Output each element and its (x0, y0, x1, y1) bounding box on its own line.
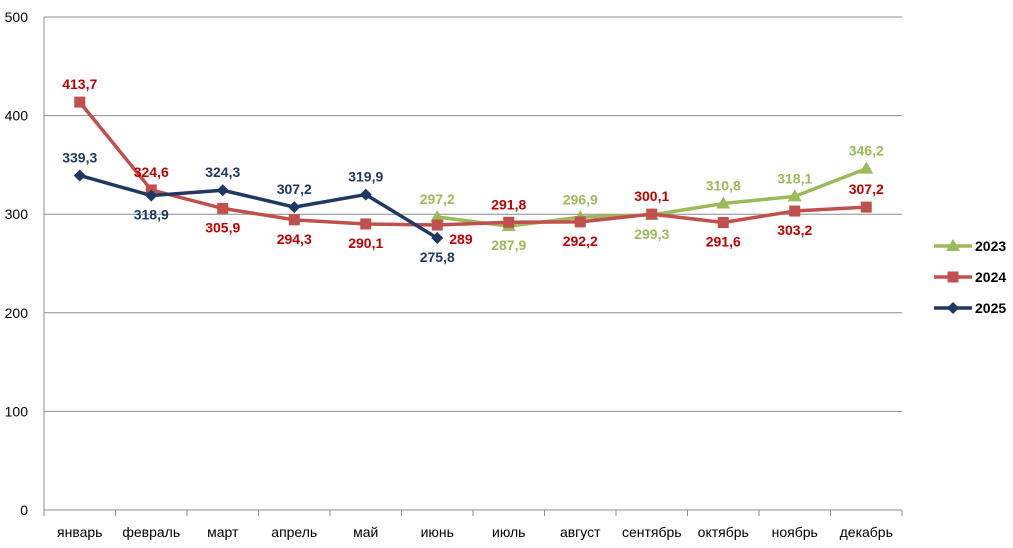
legend-label: 2024 (975, 269, 1006, 285)
x-tick-label: ноябрь (772, 524, 818, 540)
data-label: 346,2 (849, 143, 884, 159)
data-point (716, 196, 731, 209)
gridlines (44, 16, 902, 412)
data-label: 299,3 (634, 226, 669, 242)
data-label: 307,2 (849, 181, 884, 197)
data-label: 275,8 (420, 249, 455, 265)
x-tick-label: сентябрь (622, 524, 682, 540)
x-tick-label: июль (492, 524, 525, 540)
x-tick-label: май (353, 524, 378, 540)
legend-label: 2023 (975, 238, 1006, 254)
data-label: 413,7 (62, 76, 97, 92)
data-point (946, 239, 960, 251)
data-point (947, 302, 959, 314)
axes (43, 17, 903, 516)
x-tick-label: август (560, 524, 601, 540)
data-point (574, 216, 586, 228)
data-point (789, 205, 801, 217)
y-tick-label: 200 (5, 305, 29, 321)
data-point (859, 161, 874, 174)
data-point (145, 189, 158, 202)
data-point (359, 188, 372, 201)
data-label: 289 (449, 231, 473, 247)
data-point (288, 214, 300, 226)
data-label: 291,8 (491, 196, 526, 212)
y-tick-label: 300 (5, 206, 29, 222)
data-point (430, 209, 445, 222)
data-point (360, 218, 372, 230)
data-point (646, 208, 658, 220)
y-tick-label: 400 (5, 108, 29, 124)
data-point (73, 169, 86, 182)
series-lines (73, 96, 874, 245)
data-label: 290,1 (348, 235, 383, 251)
data-point (717, 216, 729, 228)
data-label: 287,9 (491, 237, 526, 253)
x-tick-label: июнь (421, 524, 454, 540)
data-label: 294,3 (277, 231, 312, 247)
data-label: 310,8 (706, 178, 741, 194)
x-tick-label: декабрь (840, 524, 893, 540)
data-label: 300,1 (634, 188, 669, 204)
data-labels: 297,2 287,9 296,9 299,3 310,8 318,1 346,2 413,7… (62, 76, 884, 265)
data-point (431, 219, 443, 231)
y-axis-ticks: 0 100 200 300 400 500 (5, 9, 29, 518)
data-point (947, 271, 959, 283)
data-point (74, 96, 86, 108)
x-axis-ticks: январь февраль март апрель май июнь июль август… (57, 524, 893, 540)
data-point (503, 216, 515, 228)
x-tick-label: январь (57, 524, 102, 540)
y-tick-label: 0 (20, 502, 28, 518)
data-point (216, 184, 229, 197)
x-tick-label: март (207, 524, 239, 540)
data-point (217, 202, 229, 214)
data-label: 318,9 (134, 207, 169, 223)
data-label: 296,9 (563, 191, 598, 207)
data-label: 305,9 (205, 219, 240, 235)
legend-label: 2025 (975, 300, 1006, 316)
data-label: 297,2 (420, 191, 455, 207)
legend: 2023 2024 2025 (934, 238, 1006, 316)
x-tick-label: февраль (122, 524, 180, 540)
series-line-2024 (78, 100, 867, 227)
x-tick-label: октябрь (698, 524, 749, 540)
data-point (787, 189, 802, 202)
data-point (431, 232, 444, 245)
data-label: 339,3 (62, 149, 97, 165)
data-label: 324,6 (134, 164, 169, 180)
data-label: 292,2 (563, 233, 598, 249)
data-label: 303,2 (777, 222, 812, 238)
data-point (288, 201, 301, 214)
y-tick-label: 500 (5, 9, 29, 25)
y-tick-label: 100 (5, 403, 29, 419)
data-point (860, 201, 872, 213)
x-tick-label: апрель (271, 524, 317, 540)
data-label: 291,6 (706, 233, 741, 249)
series-line-2025 (79, 173, 439, 240)
data-label: 318,1 (777, 170, 812, 186)
data-label: 319,9 (348, 169, 383, 185)
data-label: 324,3 (205, 164, 240, 180)
data-label: 307,2 (277, 181, 312, 197)
